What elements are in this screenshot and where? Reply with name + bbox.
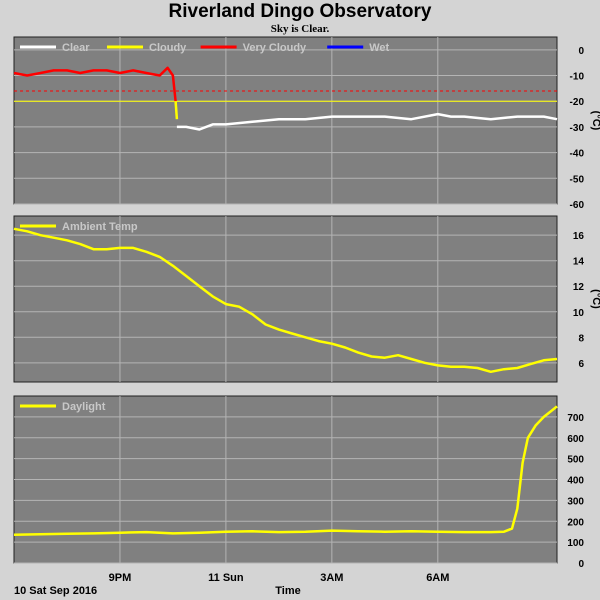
xtick-label: 3AM (320, 572, 343, 584)
sky-ylabel: (°C) (590, 111, 600, 131)
sky-series-clear (176, 112, 558, 131)
sky-ytick-label: -50 (570, 174, 585, 185)
daylight-ytick-label: 600 (567, 434, 584, 445)
ambient-series-ambient-temp (13, 227, 558, 374)
xtick-label: 9PM (109, 572, 132, 584)
ambient-ytick-label: 10 (573, 308, 585, 319)
daylight-legend-label: Daylight (62, 401, 106, 413)
ambient-ylabel: (°C) (590, 289, 600, 309)
date-label: 10 Sat Sep 2016 (14, 585, 97, 597)
sky-ytick-label: -40 (570, 149, 585, 160)
xtick-label: 6AM (426, 572, 449, 584)
ambient-ytick-label: 12 (573, 282, 585, 293)
sky-ytick-label: 0 (578, 46, 584, 57)
daylight-ytick-label: 500 (567, 455, 584, 466)
sky-ytick-label: -20 (570, 97, 585, 108)
sky-legend-label: Very Cloudy (243, 42, 307, 54)
sky-status-subtitle: Sky is Clear. (270, 23, 330, 35)
xtick-label: 11 Sun (208, 572, 244, 584)
daylight-ytick-label: 300 (567, 496, 584, 507)
daylight-ytick-label: 700 (567, 413, 584, 424)
ambient-ytick-label: 6 (578, 359, 584, 370)
ambient-plot-area (13, 215, 558, 383)
chart-title: Riverland Dingo Observatory (168, 1, 432, 22)
ambient-ytick-label: 14 (573, 257, 585, 268)
sky-ytick-label: -30 (570, 123, 585, 134)
ambient-legend-label: Ambient Temp (62, 221, 138, 233)
sky-series-very-cloudy (13, 66, 177, 102)
daylight-ytick-label: 400 (567, 476, 584, 487)
daylight-ytick-label: 0 (578, 559, 584, 570)
daylight-ytick-label: 100 (567, 538, 584, 549)
x-axis-title: Time (275, 585, 300, 597)
sky-plot-area (13, 36, 558, 205)
daylight-series-daylight (13, 405, 558, 537)
sky-legend-label: Cloudy (149, 42, 187, 54)
ambient-ytick-label: 16 (573, 231, 585, 242)
sky-ytick-label: -60 (570, 200, 585, 211)
sky-ytick-label: -10 (570, 72, 585, 83)
daylight-ytick-label: 200 (567, 517, 584, 528)
sky-legend-label: Clear (62, 42, 90, 54)
ambient-ytick-label: 8 (578, 333, 584, 344)
sky-series-cloudy (174, 101, 179, 120)
sky-legend-label: Wet (369, 42, 389, 54)
